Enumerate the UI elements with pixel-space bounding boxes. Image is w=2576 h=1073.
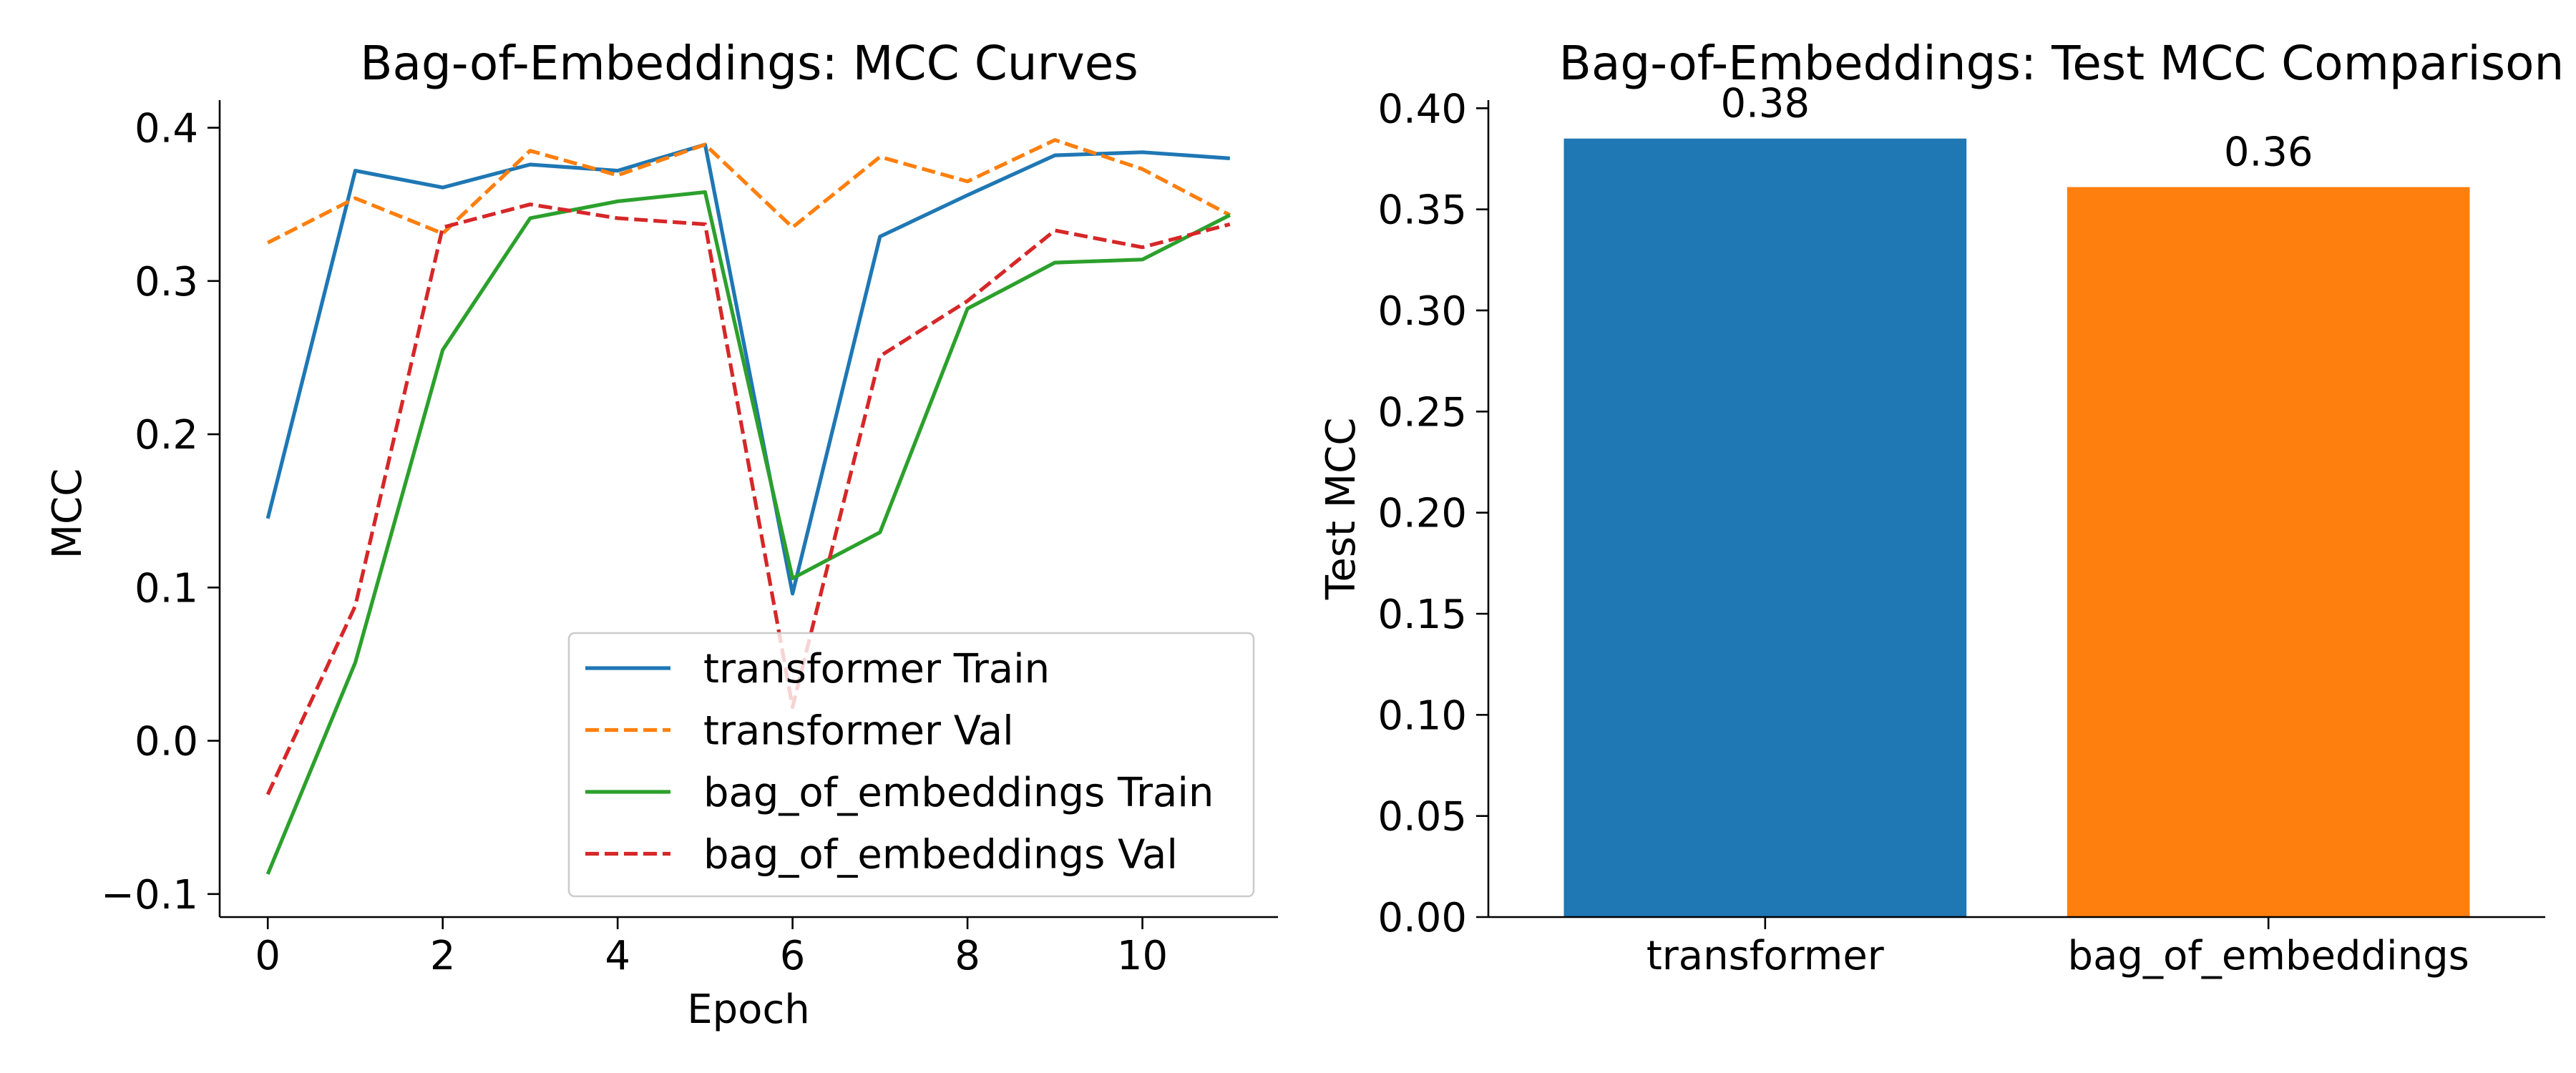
series-line-bag-of-embeddings-val bbox=[265, 202, 1231, 795]
y-tick-label: 0.10 bbox=[1377, 692, 1467, 739]
y-tick-label: 0.1 bbox=[135, 565, 198, 612]
bar-transformer bbox=[1563, 138, 1967, 918]
y-tick-label: −0.1 bbox=[101, 872, 198, 918]
x-tick-label: 10 bbox=[1117, 933, 1168, 979]
x-tick-label: 8 bbox=[955, 933, 980, 979]
legend-box bbox=[567, 632, 1255, 898]
y-tick-label: 0.40 bbox=[1377, 86, 1467, 132]
x-tick-label: 2 bbox=[430, 933, 456, 979]
legend-label: transformer Val bbox=[703, 708, 1014, 755]
line-chart-title: Bag-of-Embeddings: MCC Curves bbox=[360, 36, 1138, 91]
y-tick-label: 0.30 bbox=[1377, 288, 1467, 335]
series-line-transformer-val bbox=[267, 138, 1231, 245]
series-line-bag-of-embeddings-train bbox=[265, 190, 1231, 875]
y-tick-label: 0.35 bbox=[1377, 187, 1467, 234]
y-tick-label: 0.20 bbox=[1377, 491, 1467, 537]
x-tick-label: 6 bbox=[780, 933, 806, 979]
bar-bag-of-embeddings bbox=[2067, 187, 2470, 917]
bar-chart-ylabel: Test MCC bbox=[1318, 418, 1365, 601]
x-tick-label: 0 bbox=[255, 933, 280, 979]
mcc-curves-chart: Bag-of-Embeddings: MCC Curves 0 2 4 6 8 10 −0.… bbox=[44, 36, 1278, 1033]
series-line-transformer-train bbox=[265, 142, 1230, 596]
legend-items: transformer Train transformer Val bag_of_e… bbox=[585, 646, 1214, 878]
legend: transformer Train transformer Val bag_of_e… bbox=[567, 632, 1255, 898]
bar-value-label: 0.38 bbox=[1720, 81, 1810, 127]
y-tick-label: 0.00 bbox=[1377, 895, 1467, 941]
legend-label: bag_of_embeddings Val bbox=[703, 832, 1178, 878]
x-tick-label: bag_of_embeddings bbox=[2068, 933, 2469, 979]
x-tick-label: transformer bbox=[1646, 933, 1885, 979]
bar-chart-bars: 0.38 0.36 bbox=[1563, 81, 2470, 918]
bar-chart-ticks: 0.00 0.05 0.10 0.15 0.20 0.25 0.30 0.35 0.40 tran… bbox=[1377, 86, 2469, 979]
y-tick-label: 0.05 bbox=[1377, 794, 1467, 841]
x-tick-label: 4 bbox=[605, 933, 630, 979]
y-tick-label: 0.0 bbox=[135, 719, 198, 765]
legend-label: transformer Train bbox=[703, 646, 1050, 692]
y-tick-label: 0.15 bbox=[1377, 592, 1467, 638]
line-chart-xlabel: Epoch bbox=[687, 986, 809, 1033]
line-chart-series bbox=[265, 138, 1231, 875]
y-tick-label: 0.3 bbox=[135, 259, 198, 305]
legend-label: bag_of_embeddings Train bbox=[703, 770, 1214, 816]
bar-chart-title: Bag-of-Embeddings: Test MCC Comparison bbox=[1559, 36, 2565, 91]
line-chart-ticks: 0 2 4 6 8 10 −0.1 0.0 0.1 0.2 0.3 0.4 bbox=[101, 106, 1168, 979]
y-tick-label: 0.4 bbox=[135, 106, 198, 152]
bar-value-label: 0.36 bbox=[2224, 129, 2313, 176]
y-tick-label: 0.2 bbox=[135, 412, 198, 459]
y-tick-label: 0.25 bbox=[1377, 389, 1467, 436]
line-chart-ylabel: MCC bbox=[44, 469, 91, 559]
test-mcc-comparison-chart: 0.00 0.05 0.10 0.15 0.20 0.25 0.30 0.35 0.40 tran… bbox=[1318, 36, 2564, 979]
